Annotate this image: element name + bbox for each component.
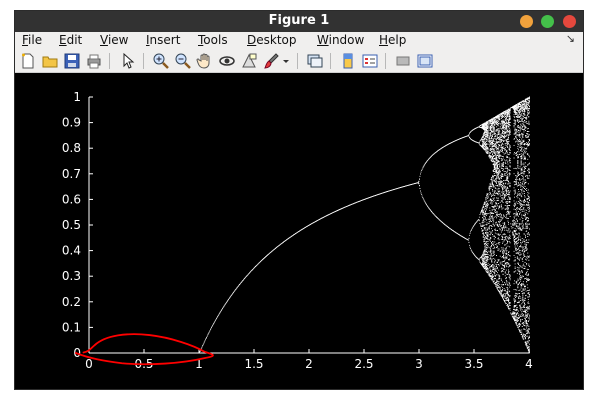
data-cursor-icon[interactable] [240,52,258,70]
y-tick-label: 0.1 [62,320,81,334]
y-tick-label: 0.3 [62,269,81,283]
show-plot-tools-icon[interactable] [416,52,434,70]
zoom-out-icon[interactable] [174,52,192,70]
toolbar [15,50,583,73]
x-tick-label: 2 [305,357,313,371]
menu-window[interactable]: Window [317,33,365,47]
x-tick-label: 4 [525,357,533,371]
x-tick-label: 0 [85,357,93,371]
toolbar-separator [109,53,110,69]
print-icon[interactable] [85,52,103,70]
brush-icon[interactable] [262,52,280,70]
x-tick-label: 3 [415,357,423,371]
x-tick-label: 3.5 [464,357,483,371]
menu-file[interactable]: File [22,33,43,47]
figure-canvas[interactable]: 0 0.5 1 1.5 2 2.5 3 3.5 4 0 0.1 0.2 0.3 0.4 0.5 0.6 0.7 0… [15,73,583,390]
y-tick-label: 0.7 [62,167,81,181]
insert-colorbar-icon[interactable] [339,52,357,70]
x-tick-label: 1.5 [244,357,263,371]
x-tick-label: 1 [195,357,203,371]
pan-hand-icon[interactable] [196,52,214,70]
maximize-button[interactable] [541,15,554,28]
insert-legend-icon[interactable] [361,52,379,70]
title-bar[interactable]: Figure 1 [15,11,583,32]
toolbar-separator [330,53,331,69]
link-plot-icon[interactable] [306,52,324,70]
toolbar-separator [385,53,386,69]
menu-insert[interactable]: Insert [146,33,181,47]
menu-bar: File Edit View Insert Tools Desktop Wind… [15,32,583,50]
menu-tools[interactable]: Tools [198,33,228,47]
zoom-in-icon[interactable] [152,52,170,70]
bifurcation-plot[interactable]: 0 0.5 1 1.5 2 2.5 3 3.5 400.10.20.30.40.50.60.70… [15,73,583,390]
menu-help[interactable]: Help [379,33,407,47]
y-tick-label: 0.5 [62,218,81,232]
new-figure-icon[interactable] [19,52,37,70]
y-tick-label: 0.8 [62,141,81,155]
rotate-3d-icon[interactable] [218,52,236,70]
window-title: Figure 1 [268,13,330,28]
select-arrow-icon[interactable] [119,52,137,70]
open-file-icon[interactable] [41,52,59,70]
bifurcation-points [89,96,530,354]
dock-arrow-icon[interactable]: ↘ [565,32,575,45]
y-tick-label: 0.2 [62,295,81,309]
hide-plot-tools-icon[interactable] [394,52,412,70]
menu-desktop[interactable]: Desktop [247,33,297,47]
menu-view[interactable]: View [100,33,129,47]
close-button[interactable] [563,15,576,28]
y-tick-label: 0.4 [62,244,81,258]
x-tick-label: 2.5 [354,357,373,371]
toolbar-separator [297,53,298,69]
menu-edit[interactable]: Edit [59,33,83,47]
red-annotation-loop [74,333,214,366]
save-icon[interactable] [63,52,81,70]
toolbar-separator [143,53,144,69]
brush-dropdown-icon[interactable] [281,52,291,70]
y-tick-label: 0.9 [62,116,81,130]
y-tick-label: 0.6 [62,192,81,206]
minimize-button[interactable] [520,15,533,28]
y-tick-label: 1 [73,90,81,104]
figure-window: Figure 1 File Edit View Insert Tools Des… [14,10,584,390]
